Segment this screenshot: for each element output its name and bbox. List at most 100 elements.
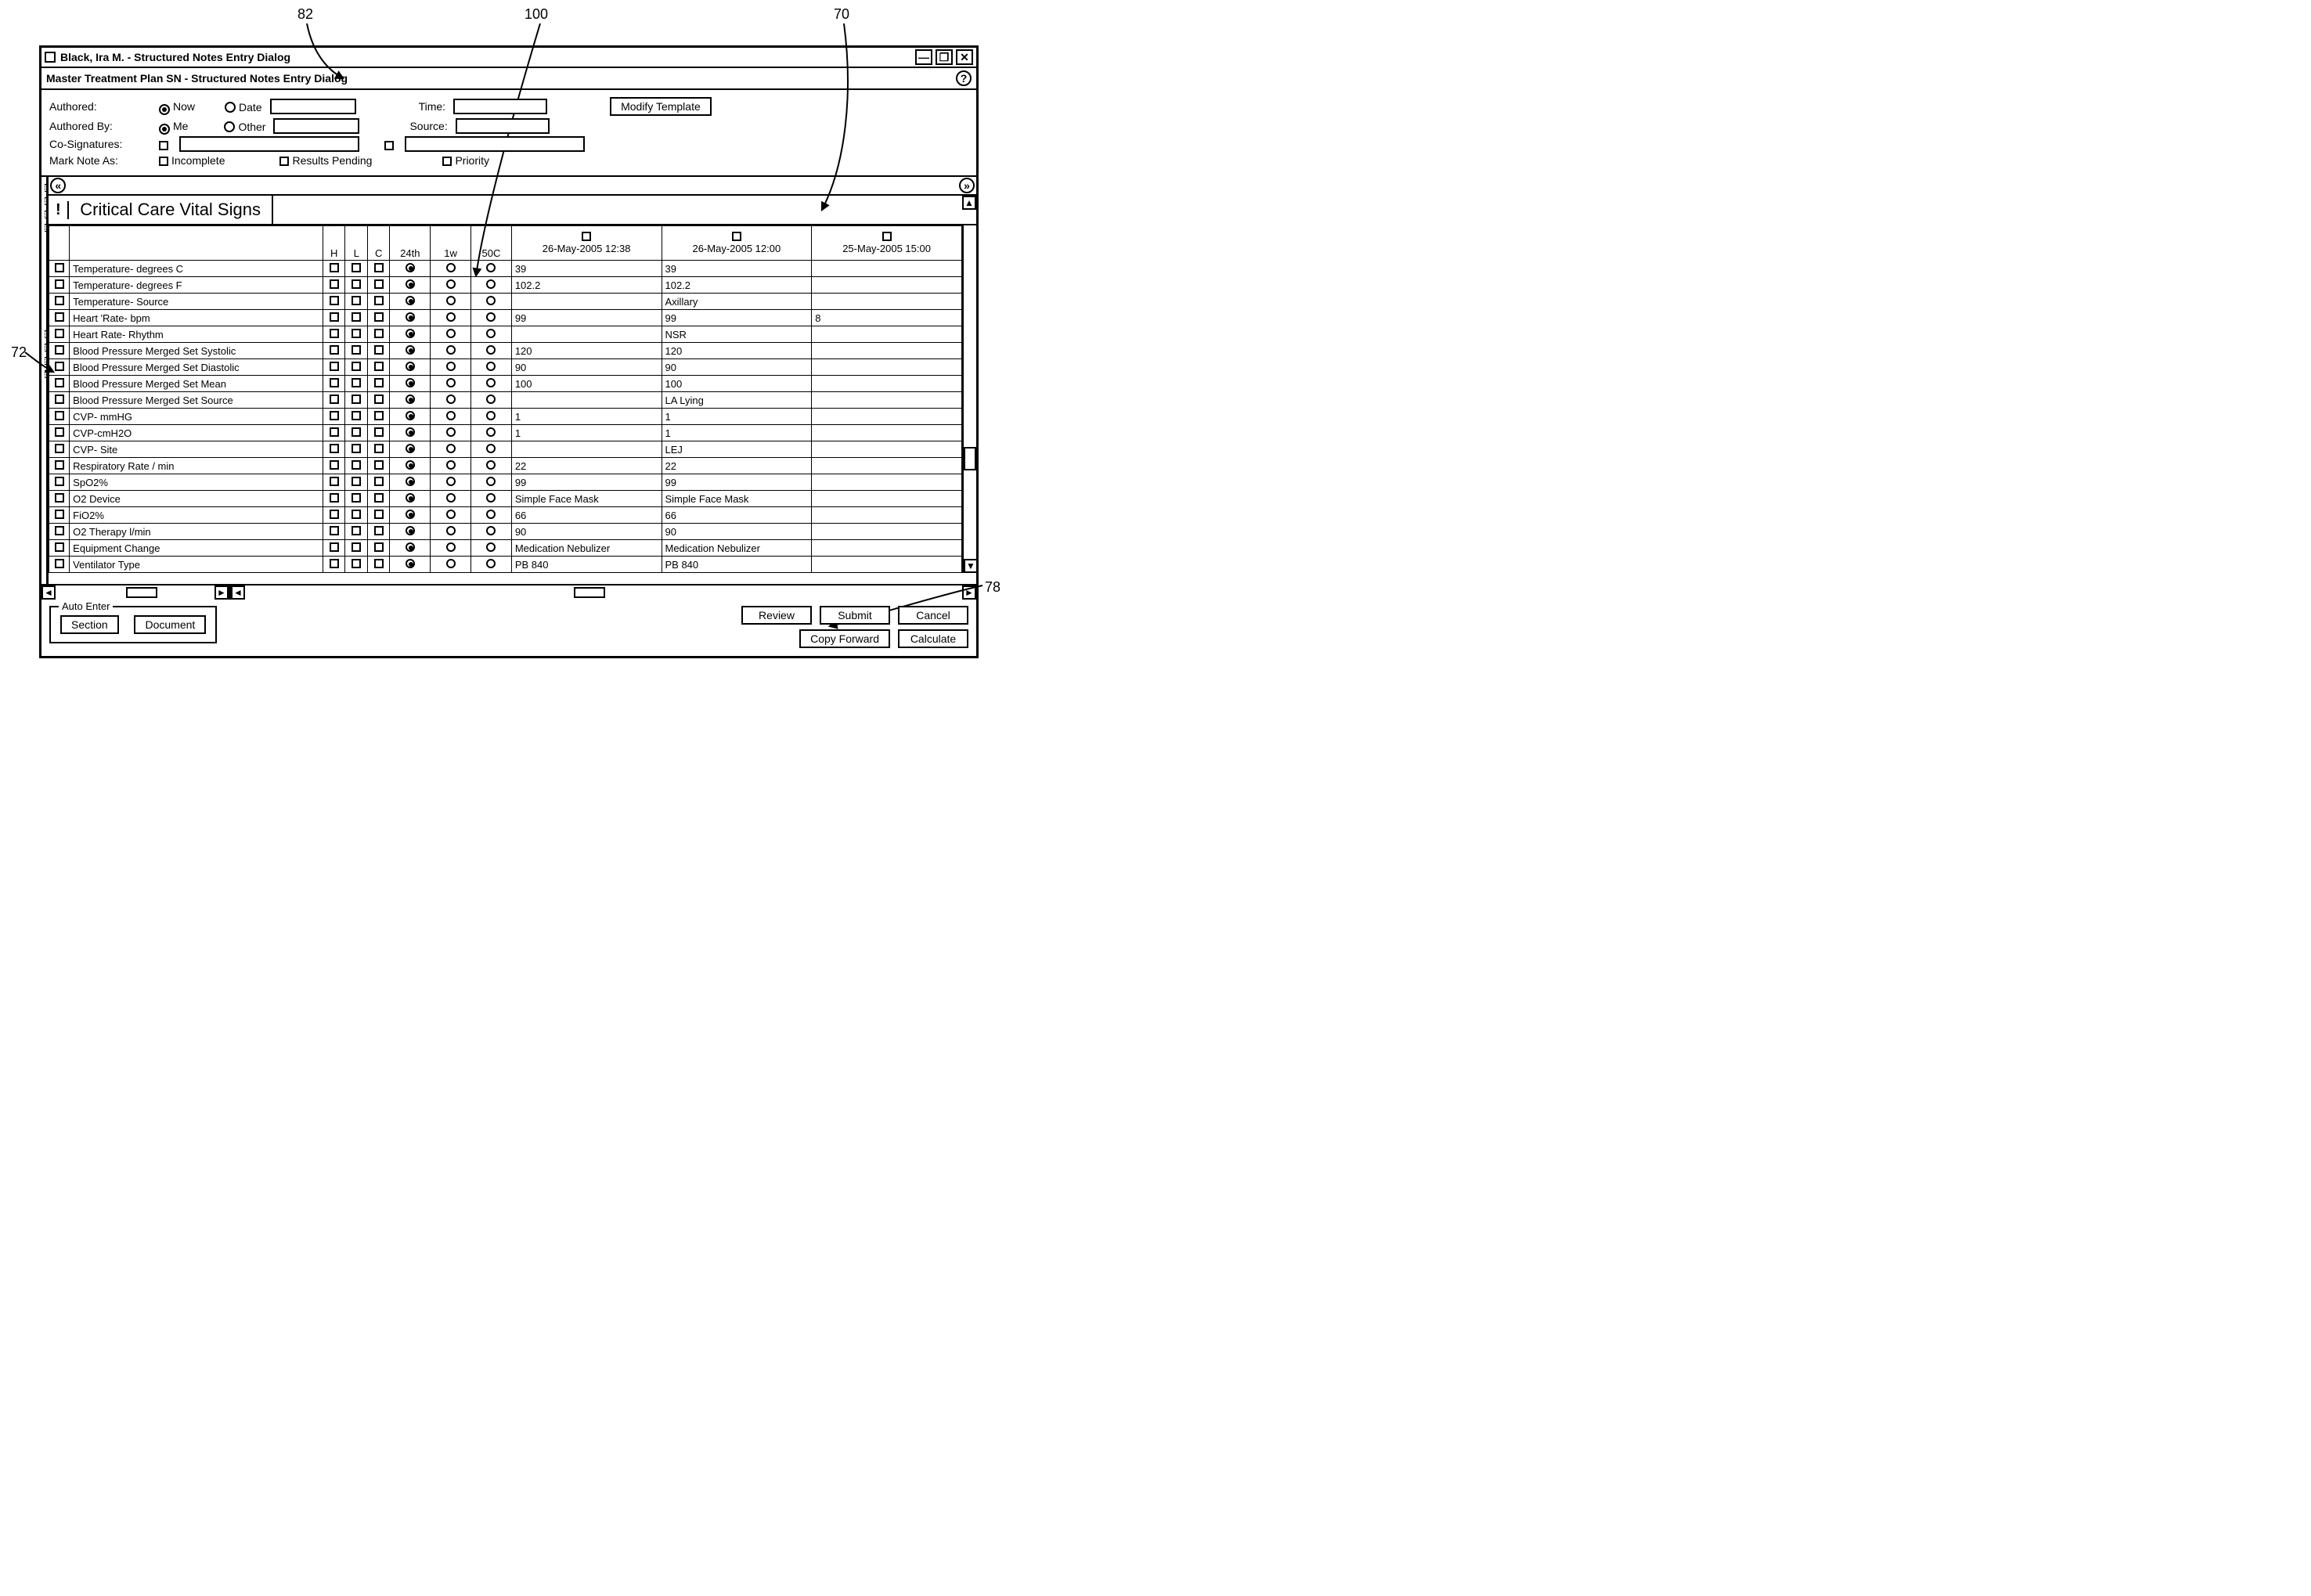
range-24th-radio[interactable]: [406, 411, 415, 420]
range-24th-radio[interactable]: [406, 279, 415, 289]
h-check[interactable]: [330, 345, 339, 355]
minimize-button[interactable]: —: [915, 49, 932, 65]
cell-value[interactable]: [812, 326, 962, 343]
review-button[interactable]: Review: [741, 606, 812, 625]
c-check[interactable]: [374, 542, 384, 552]
row-select-check[interactable]: [55, 312, 64, 322]
c-check[interactable]: [374, 263, 384, 272]
cell-value[interactable]: 120: [662, 343, 812, 359]
collapse-left-icon[interactable]: «: [50, 178, 66, 193]
cell-value[interactable]: Medication Nebulizer: [511, 540, 662, 557]
scroll-left-icon[interactable]: ◄: [231, 585, 245, 600]
range-24th-radio[interactable]: [406, 362, 415, 371]
mark-incomplete-check[interactable]: Incomplete: [159, 154, 225, 167]
h-check[interactable]: [330, 493, 339, 503]
close-button[interactable]: ✕: [956, 49, 973, 65]
cell-value[interactable]: [511, 392, 662, 409]
h-check[interactable]: [330, 542, 339, 552]
cell-value[interactable]: [511, 326, 662, 343]
h-check[interactable]: [330, 296, 339, 305]
l-check[interactable]: [352, 296, 361, 305]
l-check[interactable]: [352, 263, 361, 272]
range-1w-radio[interactable]: [446, 510, 456, 519]
cell-value[interactable]: PB 840: [511, 557, 662, 573]
range-24th-radio[interactable]: [406, 345, 415, 355]
row-select-check[interactable]: [55, 362, 64, 371]
cosign-check-1[interactable]: [159, 141, 168, 150]
scroll-down-icon[interactable]: ▼: [964, 559, 978, 573]
range-1w-radio[interactable]: [446, 279, 456, 289]
section-button[interactable]: Section: [60, 615, 119, 634]
tree-hscroll[interactable]: ◄ ►: [41, 585, 231, 600]
range-24th-radio[interactable]: [406, 296, 415, 305]
help-icon[interactable]: ?: [956, 70, 972, 86]
cell-value[interactable]: 39: [662, 261, 812, 277]
range-1w-radio[interactable]: [446, 394, 456, 404]
grid-hscroll[interactable]: ◄ ►: [231, 585, 976, 600]
h-check[interactable]: [330, 427, 339, 437]
range-24th-radio[interactable]: [406, 460, 415, 470]
cell-value[interactable]: [812, 441, 962, 458]
authored-by-other-radio[interactable]: Other: [224, 120, 265, 133]
range-1w-radio[interactable]: [446, 329, 456, 338]
l-check[interactable]: [352, 460, 361, 470]
h-check[interactable]: [330, 411, 339, 420]
authored-by-me-radio[interactable]: Me: [159, 120, 188, 133]
cell-value[interactable]: [812, 376, 962, 392]
mark-priority-check[interactable]: Priority: [442, 154, 489, 167]
cell-value[interactable]: 1: [662, 409, 812, 425]
range-50c-radio[interactable]: [486, 559, 496, 568]
l-check[interactable]: [352, 378, 361, 387]
cell-value[interactable]: 8: [812, 310, 962, 326]
cell-value[interactable]: [511, 294, 662, 310]
range-1w-radio[interactable]: [446, 444, 456, 453]
l-check[interactable]: [352, 542, 361, 552]
cell-value[interactable]: Axillary: [662, 294, 812, 310]
range-50c-radio[interactable]: [486, 263, 496, 272]
cell-value[interactable]: 1: [511, 425, 662, 441]
cell-value[interactable]: [812, 261, 962, 277]
cell-value[interactable]: 90: [662, 359, 812, 376]
l-check[interactable]: [352, 477, 361, 486]
range-24th-radio[interactable]: [406, 526, 415, 535]
c-check[interactable]: [374, 345, 384, 355]
cell-value[interactable]: [812, 458, 962, 474]
h-check[interactable]: [330, 362, 339, 371]
l-check[interactable]: [352, 312, 361, 322]
c-check[interactable]: [374, 493, 384, 503]
cell-value[interactable]: [812, 474, 962, 491]
l-check[interactable]: [352, 493, 361, 503]
range-50c-radio[interactable]: [486, 411, 496, 420]
row-select-check[interactable]: [55, 296, 64, 305]
range-50c-radio[interactable]: [486, 329, 496, 338]
range-24th-radio[interactable]: [406, 493, 415, 503]
c-check[interactable]: [374, 427, 384, 437]
authored-date-radio[interactable]: Date: [225, 100, 262, 113]
cell-value[interactable]: [812, 392, 962, 409]
time-field[interactable]: [453, 99, 547, 114]
cell-value[interactable]: 102.2: [511, 277, 662, 294]
range-50c-radio[interactable]: [486, 542, 496, 552]
range-50c-radio[interactable]: [486, 460, 496, 470]
range-1w-radio[interactable]: [446, 542, 456, 552]
cell-value[interactable]: 99: [511, 474, 662, 491]
l-check[interactable]: [352, 362, 361, 371]
col-h[interactable]: H: [323, 226, 344, 261]
cell-value[interactable]: 99: [511, 310, 662, 326]
range-50c-radio[interactable]: [486, 362, 496, 371]
range-50c-radio[interactable]: [486, 444, 496, 453]
h-check[interactable]: [330, 312, 339, 322]
scroll-thumb[interactable]: [964, 447, 976, 470]
col-1w[interactable]: 1w: [431, 226, 471, 261]
cell-value[interactable]: Simple Face Mask: [662, 491, 812, 507]
range-1w-radio[interactable]: [446, 427, 456, 437]
c-check[interactable]: [374, 460, 384, 470]
range-50c-radio[interactable]: [486, 477, 496, 486]
range-24th-radio[interactable]: [406, 312, 415, 322]
cell-value[interactable]: [812, 425, 962, 441]
range-50c-radio[interactable]: [486, 526, 496, 535]
source-field[interactable]: [456, 118, 550, 134]
col-date-2[interactable]: 26-May-2005 12:00: [662, 226, 812, 261]
c-check[interactable]: [374, 312, 384, 322]
c-check[interactable]: [374, 411, 384, 420]
